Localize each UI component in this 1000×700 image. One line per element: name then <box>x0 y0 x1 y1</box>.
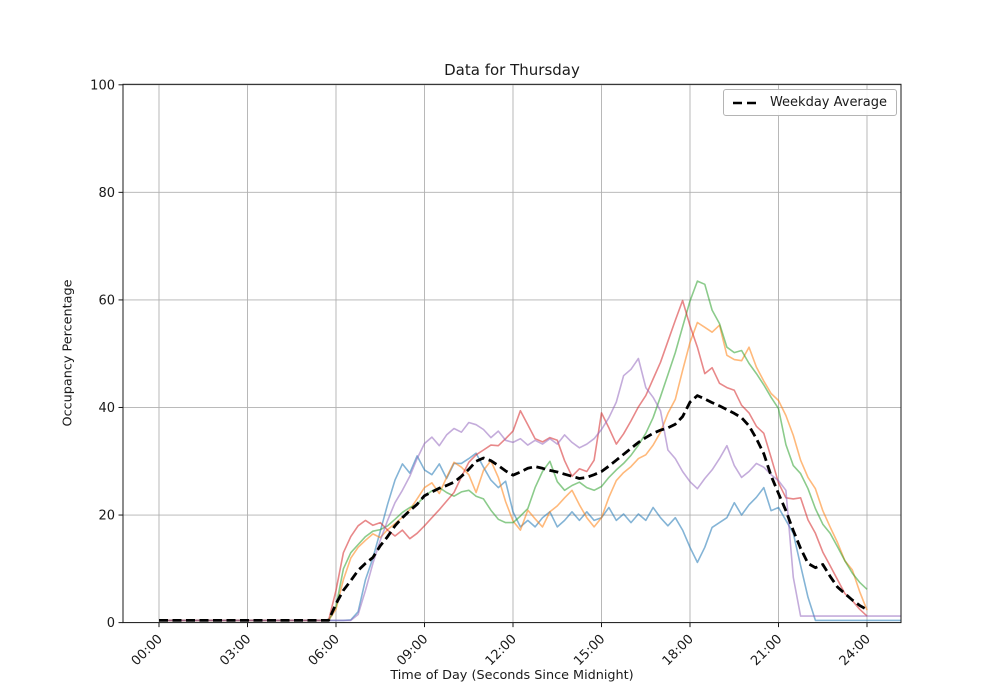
x-axis-label: Time of Day (Seconds Since Midnight) <box>390 668 634 683</box>
y-tick-label: 100 <box>90 78 115 93</box>
y-axis-label: Occupancy Percentage <box>60 279 76 427</box>
x-tick-label: 09:00 <box>394 632 431 669</box>
series-line-purple <box>159 357 901 622</box>
chart-title: Data for Thursday <box>444 61 580 79</box>
dashed-line-sample-icon <box>732 101 761 104</box>
x-tick-label: 03:00 <box>217 632 254 669</box>
legend: Weekday Average <box>722 89 897 116</box>
y-tick-label: 20 <box>98 509 115 524</box>
x-tick-label: 06:00 <box>306 632 343 669</box>
x-tick-label: 21:00 <box>748 632 785 669</box>
x-tick-label: 18:00 <box>660 632 697 669</box>
legend-label: Weekday Average <box>769 95 887 110</box>
y-tick-label: 80 <box>98 186 115 201</box>
y-tick-label: 40 <box>98 401 115 416</box>
x-tick-label: 24:00 <box>837 632 874 669</box>
series-lines <box>159 280 901 622</box>
axes-frame <box>122 83 902 624</box>
y-tick-label: 0 <box>107 616 115 631</box>
gridlines <box>123 84 901 624</box>
y-tick-label: 60 <box>98 293 115 308</box>
x-tick-label: 12:00 <box>483 632 520 669</box>
series-line-weekday-average <box>159 394 868 622</box>
x-tick-label: 15:00 <box>571 632 608 669</box>
x-tick-label: 00:00 <box>129 632 166 669</box>
